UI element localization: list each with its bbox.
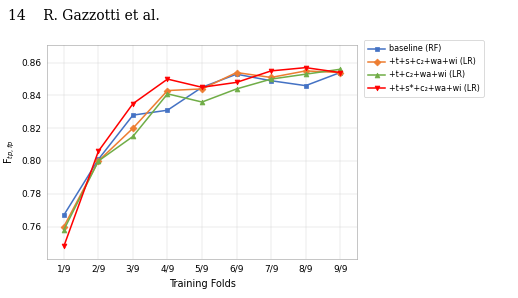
+t+s*+c₂+wa+wi (LR) bbox=[164, 77, 170, 81]
+t+s+c₂+wa+wi (LR) bbox=[199, 87, 205, 91]
X-axis label: Training Folds: Training Folds bbox=[168, 279, 236, 289]
Line: +t+c₂+wa+wi (LR): +t+c₂+wa+wi (LR) bbox=[62, 67, 342, 232]
+t+c₂+wa+wi (LR) bbox=[199, 100, 205, 104]
+t+s+c₂+wa+wi (LR) bbox=[337, 71, 343, 74]
+t+s*+c₂+wa+wi (LR) bbox=[303, 66, 309, 69]
Line: +t+s+c₂+wa+wi (LR): +t+s+c₂+wa+wi (LR) bbox=[62, 69, 342, 229]
Legend: baseline (RF), +t+s+c₂+wa+wi (LR), +t+c₂+wa+wi (LR), +t+s*+c₂+wa+wi (LR): baseline (RF), +t+s+c₂+wa+wi (LR), +t+c₂… bbox=[364, 41, 483, 97]
+t+s*+c₂+wa+wi (LR) bbox=[61, 244, 67, 248]
+t+s*+c₂+wa+wi (LR) bbox=[199, 86, 205, 89]
+t+s+c₂+wa+wi (LR) bbox=[95, 159, 102, 163]
Y-axis label: F$_{tp,fp}$: F$_{tp,fp}$ bbox=[3, 140, 18, 164]
+t+s+c₂+wa+wi (LR) bbox=[268, 76, 274, 79]
Line: baseline (RF): baseline (RF) bbox=[62, 70, 342, 218]
+t+c₂+wa+wi (LR) bbox=[303, 72, 309, 76]
Text: 14    R. Gazzotti et al.: 14 R. Gazzotti et al. bbox=[8, 9, 160, 23]
Line: +t+s*+c₂+wa+wi (LR): +t+s*+c₂+wa+wi (LR) bbox=[62, 65, 342, 249]
+t+s*+c₂+wa+wi (LR) bbox=[130, 102, 136, 105]
baseline (RF) bbox=[61, 213, 67, 217]
+t+c₂+wa+wi (LR) bbox=[268, 77, 274, 81]
+t+s+c₂+wa+wi (LR) bbox=[164, 89, 170, 92]
+t+s*+c₂+wa+wi (LR) bbox=[337, 71, 343, 74]
+t+c₂+wa+wi (LR) bbox=[337, 67, 343, 71]
baseline (RF) bbox=[199, 86, 205, 89]
baseline (RF) bbox=[164, 108, 170, 112]
+t+s*+c₂+wa+wi (LR) bbox=[268, 69, 274, 73]
+t+c₂+wa+wi (LR) bbox=[234, 87, 240, 91]
+t+c₂+wa+wi (LR) bbox=[61, 228, 67, 232]
baseline (RF) bbox=[268, 79, 274, 83]
+t+s+c₂+wa+wi (LR) bbox=[130, 126, 136, 130]
baseline (RF) bbox=[130, 113, 136, 117]
baseline (RF) bbox=[337, 71, 343, 74]
+t+c₂+wa+wi (LR) bbox=[164, 92, 170, 96]
baseline (RF) bbox=[234, 72, 240, 76]
+t+s+c₂+wa+wi (LR) bbox=[234, 71, 240, 74]
+t+s*+c₂+wa+wi (LR) bbox=[95, 149, 102, 153]
+t+c₂+wa+wi (LR) bbox=[130, 135, 136, 138]
baseline (RF) bbox=[95, 158, 102, 161]
+t+s+c₂+wa+wi (LR) bbox=[303, 69, 309, 73]
+t+s+c₂+wa+wi (LR) bbox=[61, 225, 67, 228]
+t+c₂+wa+wi (LR) bbox=[95, 159, 102, 163]
+t+s*+c₂+wa+wi (LR) bbox=[234, 80, 240, 84]
baseline (RF) bbox=[303, 84, 309, 87]
